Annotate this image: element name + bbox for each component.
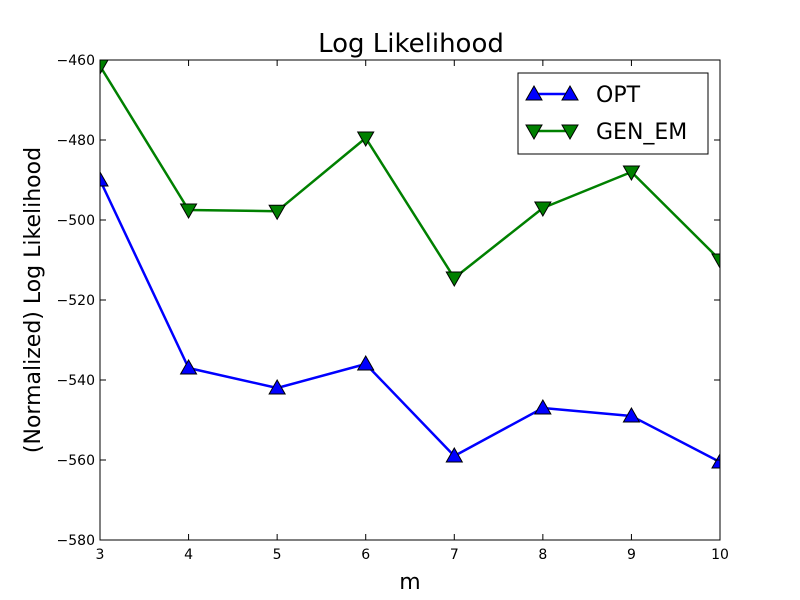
x-tick-label: 7 (450, 547, 459, 563)
legend-marker (525, 84, 543, 101)
legend-marker (525, 124, 543, 141)
data-point (533, 201, 552, 218)
legend-marker (561, 124, 579, 141)
x-tick-label: 3 (96, 547, 105, 563)
legend-label: OPT (596, 83, 641, 108)
y-tick-label: −520 (57, 293, 95, 309)
data-point (622, 165, 641, 182)
legend-label: GEN_EM (596, 120, 687, 145)
data-point (445, 271, 464, 288)
chart-title: Log Likelihood (318, 29, 504, 59)
y-tick-label: −540 (57, 373, 95, 389)
data-point (356, 354, 375, 371)
legend-box (517, 72, 709, 155)
data-point (445, 446, 464, 463)
data-point (622, 406, 641, 423)
data-point (356, 131, 375, 148)
y-tick-label: −580 (57, 533, 95, 549)
x-tick-label: 9 (627, 547, 636, 563)
data-point (179, 358, 198, 375)
data-point (711, 452, 720, 469)
data-point (533, 398, 552, 415)
data-point (179, 203, 198, 220)
legend: OPT GEN_EM (517, 72, 709, 155)
series-opt (100, 170, 720, 469)
series-layer (100, 60, 720, 469)
legend-marker (561, 84, 579, 101)
x-tick-label: 4 (184, 547, 193, 563)
series-gen-em (100, 60, 720, 288)
series-line (100, 65, 720, 280)
y-tick-label: −500 (57, 213, 95, 229)
series-line (100, 179, 720, 464)
x-tick-label: 6 (361, 547, 370, 563)
data-point (100, 170, 109, 187)
y-tick-label: −480 (57, 133, 95, 149)
x-axis-label: m (399, 570, 420, 595)
y-tick-label: −460 (57, 53, 95, 69)
legend-item: GEN_EM (525, 120, 687, 145)
data-point (268, 378, 287, 395)
x-tick-label: 5 (273, 547, 282, 563)
axes-layer: 3 4 5 6 7 8 9 10 −460 −480 −500 −520 −540 −560 −580 (57, 53, 729, 563)
y-tick-label: −560 (57, 453, 95, 469)
x-tick-label: 10 (711, 547, 729, 563)
data-point (268, 204, 287, 221)
x-tick-label: 8 (538, 547, 547, 563)
data-point (711, 253, 720, 270)
data-point (100, 60, 109, 76)
y-axis-label: (Normalized) Log Likelihood (21, 147, 46, 453)
legend-item: OPT (525, 83, 641, 108)
